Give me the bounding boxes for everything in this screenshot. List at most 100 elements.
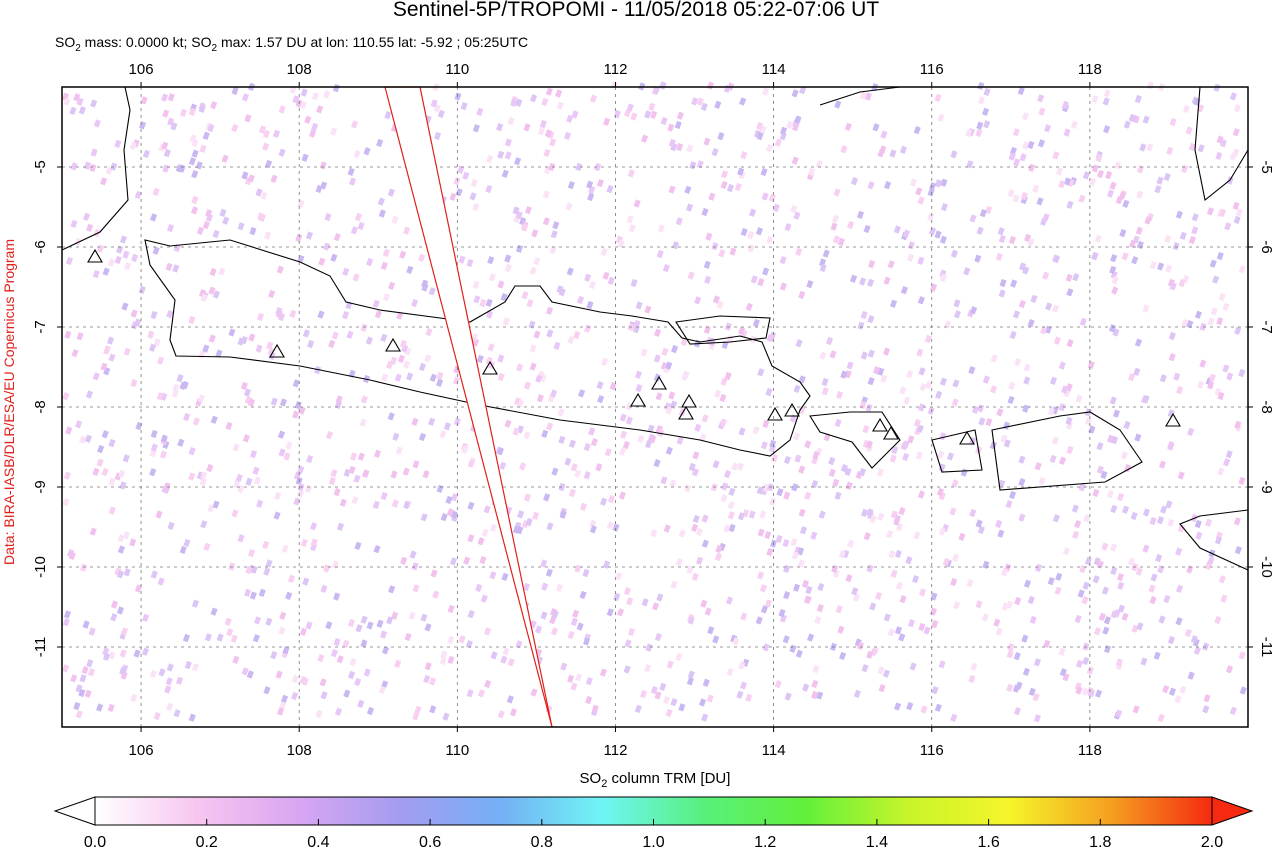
pixel	[378, 209, 386, 218]
pixel	[623, 587, 631, 596]
pixel	[470, 178, 478, 188]
pixel	[613, 109, 621, 119]
pixel	[1101, 542, 1109, 551]
pixel	[235, 473, 243, 483]
pixel	[515, 98, 523, 107]
pixel	[798, 375, 806, 384]
pixel	[1058, 180, 1066, 189]
pixel	[203, 542, 211, 552]
pixel	[684, 484, 692, 493]
pixel	[669, 479, 677, 488]
pixel	[365, 336, 373, 345]
pixel	[366, 706, 374, 716]
colorbar-tick-label: 0.0	[84, 834, 106, 851]
pixel	[529, 362, 537, 371]
colorbar-low-arrow	[53, 796, 96, 826]
pixel	[1197, 380, 1205, 389]
pixel	[122, 250, 130, 259]
pixel	[71, 349, 79, 358]
pixel	[1142, 115, 1150, 124]
pixel	[1109, 181, 1117, 190]
x-tick-label: 114	[762, 61, 786, 78]
pixel	[936, 487, 944, 497]
pixel	[760, 441, 768, 450]
pixel	[76, 332, 84, 341]
pixel	[969, 214, 977, 223]
pixel	[84, 434, 92, 443]
pixel	[656, 593, 664, 602]
pixel	[627, 627, 635, 637]
pixel	[1066, 445, 1074, 455]
y-tick-label: -7	[32, 320, 49, 333]
pixel	[1217, 391, 1225, 401]
pixel	[1082, 656, 1090, 666]
pixel	[804, 491, 812, 500]
pixel	[1123, 120, 1131, 129]
pixel	[1110, 566, 1118, 576]
pixel	[757, 278, 765, 287]
pixel	[659, 682, 667, 692]
pixel	[790, 537, 798, 547]
pixel	[70, 674, 78, 683]
pixel	[543, 148, 551, 158]
pixel	[1028, 687, 1036, 697]
pixel	[606, 521, 614, 530]
pixel	[908, 619, 916, 628]
pixel	[1232, 128, 1240, 137]
pixel	[620, 430, 628, 439]
pixel	[1175, 617, 1183, 626]
pixel	[509, 708, 517, 717]
pixel	[176, 676, 184, 685]
pixel	[963, 267, 971, 276]
pixel	[570, 682, 578, 691]
pixel	[868, 260, 876, 269]
pixel	[447, 635, 455, 645]
pixel	[791, 551, 799, 560]
pixel	[83, 212, 91, 221]
pixel	[1043, 124, 1052, 133]
pixel	[834, 418, 842, 428]
pixel	[351, 496, 359, 505]
pixel	[559, 510, 567, 519]
pixel	[723, 524, 731, 533]
pixel	[435, 378, 444, 388]
pixel	[1094, 689, 1103, 698]
pixel	[912, 575, 920, 584]
pixel	[333, 592, 341, 601]
title: Sentinel-5P/TROPOMI - 11/05/2018 05:22-0…	[393, 0, 880, 21]
pixel	[476, 107, 484, 117]
pixel	[895, 581, 903, 591]
pixel	[659, 81, 667, 90]
pixel	[523, 381, 531, 390]
pixel	[719, 418, 727, 427]
pixel	[149, 343, 157, 352]
pixel	[362, 469, 370, 478]
pixel	[1165, 264, 1173, 273]
pixel	[339, 498, 347, 507]
pixel	[1065, 273, 1073, 283]
pixel	[1019, 153, 1027, 162]
colorbar: 0.0 0.2 0.4 0.6 0.8 1.0 1.2 1.4 1.6 1.8 2.0	[53, 796, 1254, 851]
pixel	[1082, 171, 1090, 180]
pixel	[325, 431, 333, 440]
pixel	[247, 174, 255, 183]
pixel	[1027, 595, 1035, 605]
pixel	[657, 224, 665, 233]
pixel	[439, 430, 447, 439]
pixel	[1072, 273, 1080, 282]
pixel	[798, 465, 806, 474]
pixel	[917, 296, 925, 305]
pixel	[467, 501, 475, 510]
pixel	[1134, 94, 1142, 104]
x-tick-label: 110	[445, 61, 469, 78]
pixel	[649, 435, 657, 444]
credit: Data: BIRA-IASB/DLR/ESA/EU Copernicus Pr…	[1, 239, 17, 565]
pixel	[317, 310, 325, 319]
pixel	[429, 705, 437, 714]
pixel	[728, 487, 736, 496]
pixel	[625, 416, 633, 425]
pixel	[333, 487, 341, 497]
pixel	[487, 256, 495, 265]
pixel	[724, 371, 732, 381]
pixel	[872, 366, 880, 375]
